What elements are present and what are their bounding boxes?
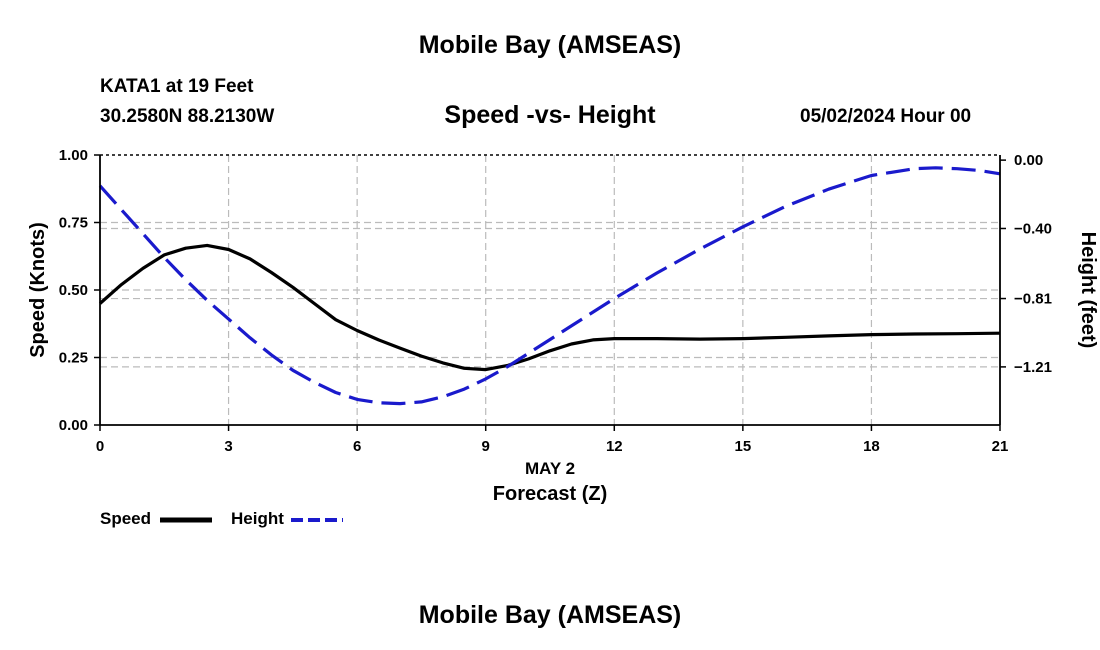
x-tick-label: 9 [482,438,490,455]
station-coordinates: 30.2580N 88.2130W [100,106,275,127]
legend-speed-label: Speed [100,509,152,528]
y-tick-label: 0.75 [59,215,88,232]
x-tick-label: 0 [96,438,104,455]
x-tick-label: 15 [735,438,752,455]
series-line-height [98,166,1001,406]
y-tick-label: 0.00 [59,417,88,434]
y2-tick-label: −0.81 [1014,291,1052,308]
y-tick-label: 0.25 [59,350,88,367]
y-axis-label: Speed (Knots) [27,222,49,358]
x-tick-label: 18 [863,438,880,455]
y-tick-label: 0.50 [59,282,88,299]
y2-tick-label: −0.40 [1014,220,1052,237]
y2-tick-label: −1.21 [1014,359,1052,376]
x-tick-label: 6 [353,438,361,455]
station-name: KATA1 at 19 Feet [100,76,254,97]
page-title: Mobile Bay (AMSEAS) [418,31,682,59]
series-line-speed [98,243,1001,372]
x-tick-label: 12 [606,438,623,455]
chart-title: Speed -vs- Height [444,101,656,129]
y2-tick-label: 0.00 [1014,152,1043,169]
y2-axis-label: Height (feet) [1077,232,1099,349]
footer-title: Mobile Bay (AMSEAS) [418,601,682,629]
legend-height-label: Height [231,509,284,528]
x-axis-label: Forecast (Z) [493,483,607,505]
x-tick-label: 3 [224,438,232,455]
y-tick-label: 1.00 [59,147,88,164]
x-axis-date-label: MAY 2 [525,459,575,478]
forecast-datetime: 05/02/2024 Hour 00 [800,106,972,127]
x-tick-label: 21 [992,438,1009,455]
